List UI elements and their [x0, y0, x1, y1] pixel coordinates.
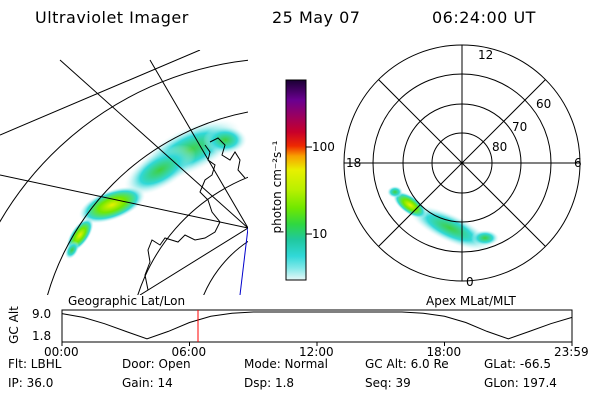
mlt-label-0: 0: [466, 275, 474, 289]
altitude-ytick-min: 1.8: [32, 329, 52, 343]
colorbar-gradient: [285, 79, 307, 281]
map-panel-label: Geographic Lat/Lon: [68, 294, 186, 308]
altitude-x-ticks: [61, 342, 573, 346]
observation-time: 06:24:00 UT: [432, 8, 536, 27]
instrument-title: Ultraviolet Imager: [35, 8, 189, 27]
map-coastline: [144, 144, 221, 291]
polar-grid: [343, 44, 581, 282]
altitude-x-tick-label: 00:00: [44, 345, 79, 359]
mlat-label-60: 60: [536, 97, 552, 111]
polar-aurora-emission: [387, 186, 499, 251]
info-field: IP: 36.0: [8, 376, 54, 390]
altitude-series-line: [61, 311, 573, 340]
info-field: Dsp: 1.8: [244, 376, 295, 390]
altitude-x-tick-label: 06:00: [171, 345, 207, 359]
colorbar-tick-100: 100: [312, 140, 335, 154]
info-field: Flt: LBHL: [8, 357, 62, 371]
observation-date: 25 May 07: [272, 8, 361, 27]
altitude-x-tick-label: 23:59: [554, 345, 589, 359]
info-field: Gain: 14: [122, 376, 173, 390]
info-field: GLat: -66.5: [484, 357, 551, 371]
mlt-label-6: 6: [574, 156, 582, 170]
info-field: GLon: 197.4: [484, 376, 557, 390]
mlat-label-70: 70: [512, 120, 528, 134]
map-graticule: [0, 50, 248, 295]
altitude-x-tick-label: 12:00: [299, 345, 334, 359]
info-field: Door: Open: [122, 357, 191, 371]
colorbar-tick-10: 10: [312, 227, 328, 241]
info-field: Mode: Normal: [244, 357, 328, 371]
info-field: Seq: 39: [365, 376, 411, 390]
polar-panel-label: Apex MLat/MLT: [426, 294, 516, 308]
altitude-chart-frame: [61, 309, 573, 343]
map-plot-area: [0, 50, 248, 295]
altitude-x-tick-label: 18:00: [426, 345, 462, 359]
mlt-label-12: 12: [478, 48, 494, 62]
altitude-ylabel: GC Alt: [7, 306, 21, 344]
info-field: GC Alt: 6.0 Re: [365, 357, 449, 371]
mlat-label-80: 80: [492, 140, 508, 154]
altitude-ytick-max: 9.0: [32, 307, 52, 321]
mlt-label-18: 18: [346, 156, 362, 170]
map-aurora-emission: [64, 119, 247, 260]
